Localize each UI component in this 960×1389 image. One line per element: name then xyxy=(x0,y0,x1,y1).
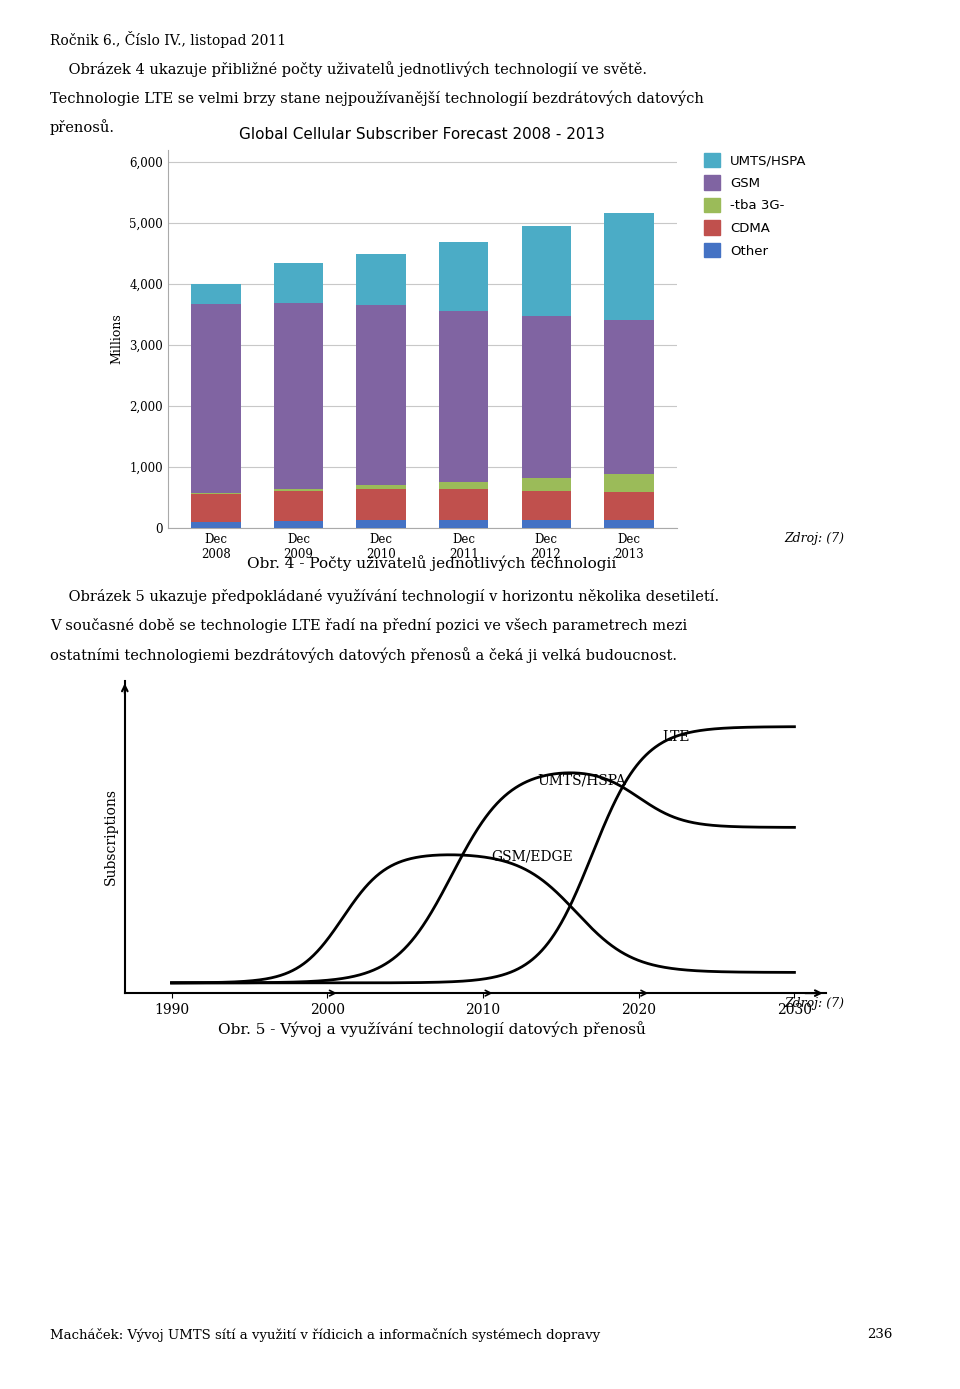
Bar xyxy=(439,519,489,528)
Bar xyxy=(604,214,654,319)
Bar xyxy=(521,519,571,528)
Bar xyxy=(604,474,654,492)
Bar xyxy=(191,285,241,304)
Bar xyxy=(191,494,241,522)
Title: Global Cellular Subscriber Forecast 2008 - 2013: Global Cellular Subscriber Forecast 2008… xyxy=(239,126,606,142)
Legend: UMTS/HSPA, GSM, -tba 3G-, CDMA, Other: UMTS/HSPA, GSM, -tba 3G-, CDMA, Other xyxy=(704,153,806,257)
Text: Obr. 4 - Počty uživatelů jednotlivých technologií: Obr. 4 - Počty uživatelů jednotlivých te… xyxy=(248,556,616,571)
Y-axis label: Millions: Millions xyxy=(110,314,124,364)
Bar xyxy=(604,492,654,519)
Text: Zdroj: (7): Zdroj: (7) xyxy=(784,532,845,544)
Bar xyxy=(191,522,241,528)
Text: Zdroj: (7): Zdroj: (7) xyxy=(784,997,845,1010)
Text: LTE: LTE xyxy=(662,731,689,745)
Text: UMTS/HSPA: UMTS/HSPA xyxy=(538,774,626,788)
Bar xyxy=(356,519,406,528)
Bar xyxy=(274,264,324,303)
Bar xyxy=(356,254,406,304)
Text: Obrázek 5 ukazuje předpokládané využívání technologií v horizontu několika deset: Obrázek 5 ukazuje předpokládané využíván… xyxy=(50,589,719,604)
Y-axis label: Subscriptions: Subscriptions xyxy=(104,789,118,885)
Bar xyxy=(604,319,654,474)
Bar xyxy=(274,492,324,521)
Bar xyxy=(274,303,324,489)
Bar xyxy=(191,304,241,493)
Bar xyxy=(356,304,406,485)
Text: přenosů.: přenosů. xyxy=(50,119,115,135)
Text: GSM/EDGE: GSM/EDGE xyxy=(491,849,572,863)
Bar xyxy=(356,489,406,519)
Bar xyxy=(521,226,571,317)
Text: Ročnik 6., Číslo IV., listopad 2011: Ročnik 6., Číslo IV., listopad 2011 xyxy=(50,31,286,47)
Bar xyxy=(274,521,324,528)
Bar xyxy=(521,478,571,490)
Bar xyxy=(356,485,406,489)
Text: Technologie LTE se velmi brzy stane nejpoužívanější technologií bezdrátových dat: Technologie LTE se velmi brzy stane nejp… xyxy=(50,90,704,106)
Bar xyxy=(439,311,489,482)
Text: Obrázek 4 ukazuje přibližné počty uživatelů jednotlivých technologií ve světě.: Obrázek 4 ukazuje přibližné počty uživat… xyxy=(50,61,647,76)
Bar xyxy=(439,242,489,311)
Text: V současné době se technologie LTE řadí na přední pozici ve všech parametrech me: V současné době se technologie LTE řadí … xyxy=(50,618,687,633)
Text: Obr. 5 - Vývoj a využívání technologií datových přenosů: Obr. 5 - Vývoj a využívání technologií d… xyxy=(218,1021,646,1036)
Text: 236: 236 xyxy=(868,1328,893,1340)
Bar xyxy=(274,489,324,492)
Bar xyxy=(439,489,489,519)
Bar xyxy=(521,317,571,478)
Bar xyxy=(439,482,489,489)
Bar xyxy=(604,519,654,528)
Text: Macháček: Vývoj UMTS sítí a využití v řídicich a informačních systémech dopravy: Macháček: Vývoj UMTS sítí a využití v ří… xyxy=(50,1328,600,1342)
Text: ostatními technologiemi bezdrátových datových přenosů a čeká ji velká budoucnost: ostatními technologiemi bezdrátových dat… xyxy=(50,647,677,663)
Bar xyxy=(521,490,571,519)
